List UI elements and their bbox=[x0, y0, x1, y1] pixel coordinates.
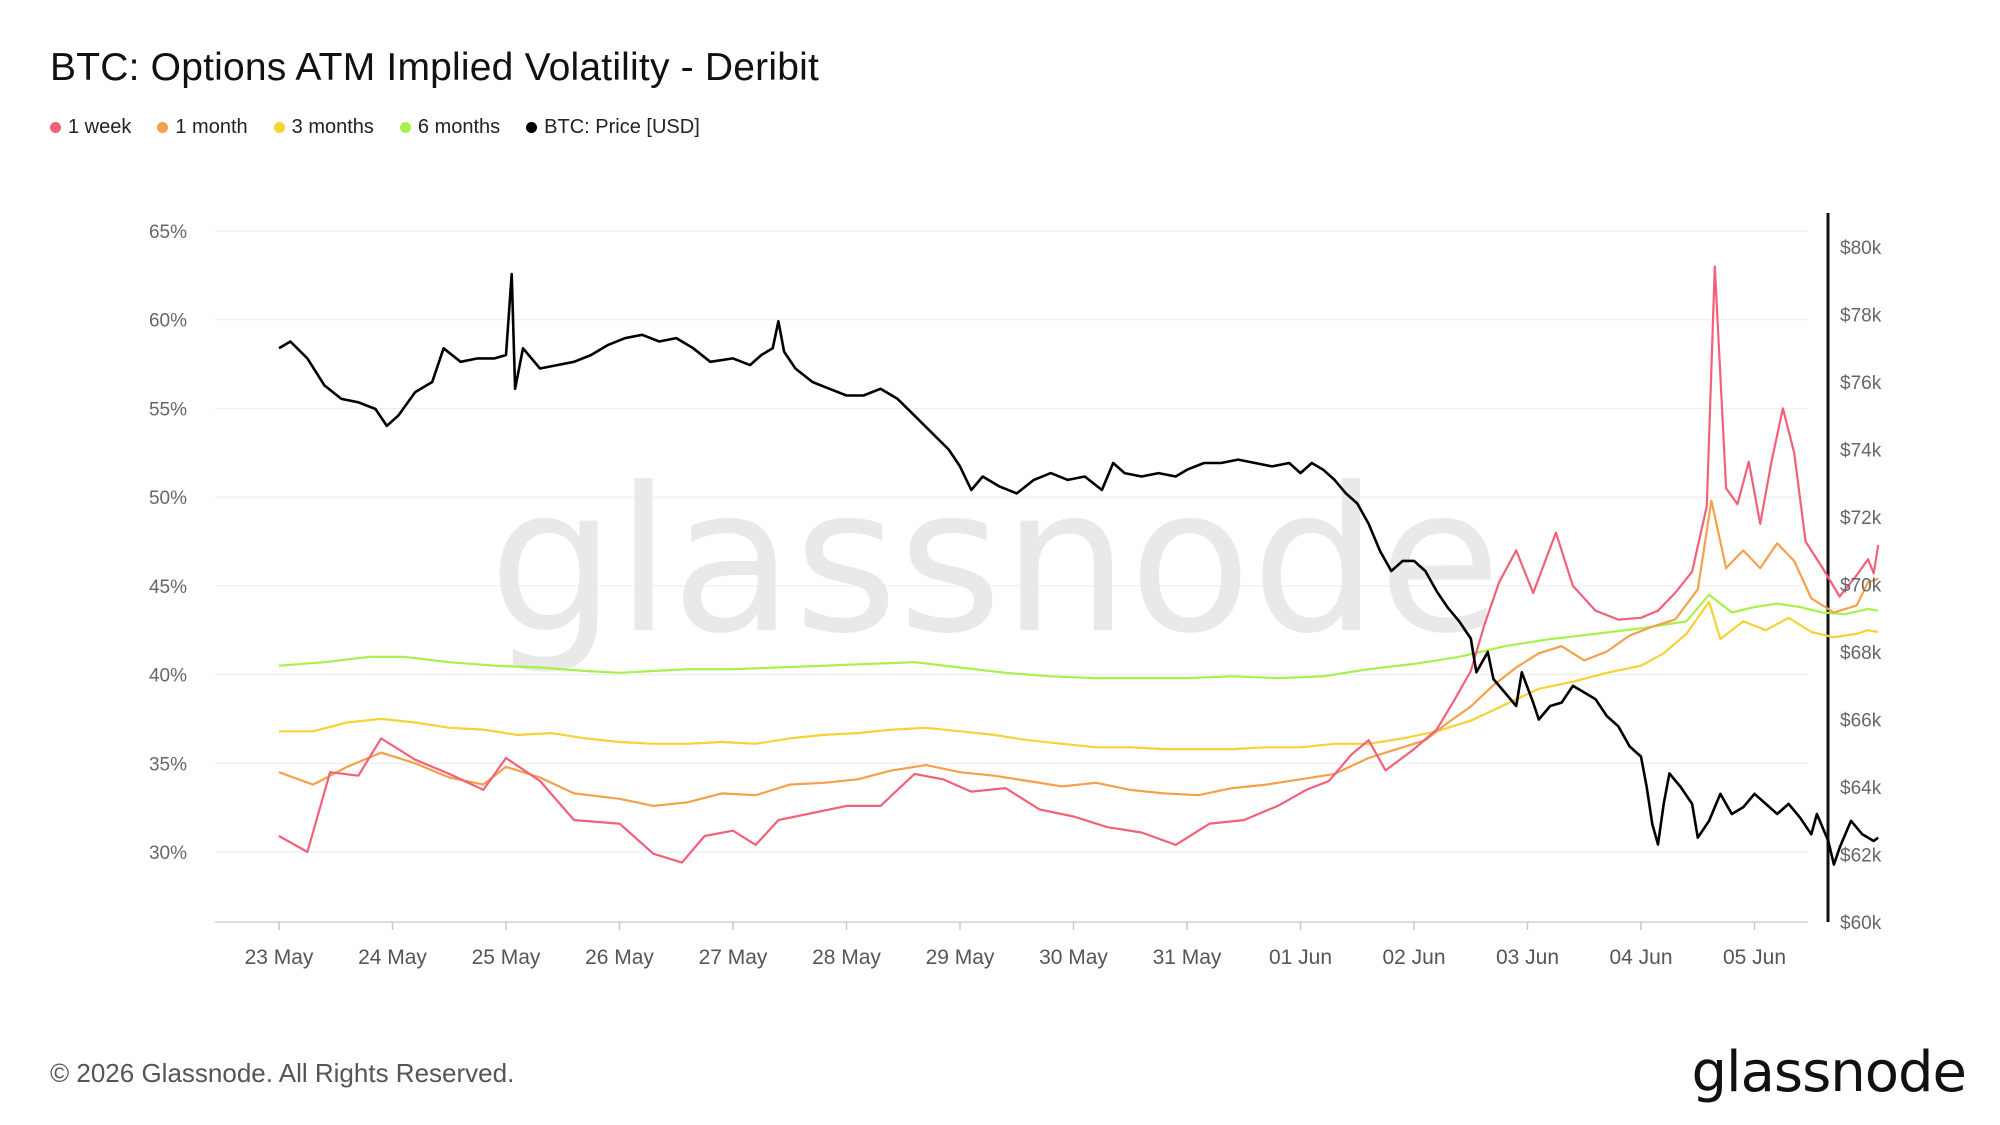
x-tick-label: 01 Jun bbox=[1269, 946, 1332, 969]
x-tick-label: 04 Jun bbox=[1609, 946, 1672, 969]
x-tick-label: 29 May bbox=[926, 946, 995, 969]
y-left-tick-label: 45% bbox=[149, 577, 187, 598]
x-tick-label: 05 Jun bbox=[1723, 946, 1786, 969]
legend-item-3-months[interactable]: 3 months bbox=[273, 116, 374, 139]
y-right-tick-label: $68k bbox=[1840, 643, 1882, 664]
x-tick-label: 02 Jun bbox=[1382, 946, 1445, 969]
legend: 1 week 1 month 3 months 6 months BTC: Pr… bbox=[50, 116, 700, 139]
x-tick-label: 03 Jun bbox=[1496, 946, 1559, 969]
legend-item-1-week[interactable]: 1 week bbox=[50, 116, 131, 139]
chart-title: BTC: Options ATM Implied Volatility - De… bbox=[50, 46, 820, 89]
legend-label: 3 months bbox=[291, 116, 374, 138]
y-left-tick-label: 40% bbox=[149, 666, 187, 687]
y-right-tick-label: $60k bbox=[1840, 913, 1882, 934]
y-right-tick-label: $64k bbox=[1840, 778, 1882, 799]
copyright-footer: © 2026 Glassnode. All Rights Reserved. bbox=[50, 1058, 515, 1088]
tick-labels: 23 May 24 May 25 May 26 May 27 May 28 May 29 M… bbox=[149, 222, 1882, 969]
y-left-tick-label: 35% bbox=[149, 754, 187, 775]
grid-lines bbox=[215, 230, 1808, 853]
y-left-tick-label: 60% bbox=[149, 311, 187, 332]
y-right-tick-label: $66k bbox=[1840, 711, 1882, 732]
x-tick-label: 30 May bbox=[1039, 946, 1108, 969]
x-tick-label: 27 May bbox=[699, 946, 768, 969]
legend-item-6-months[interactable]: 6 months bbox=[399, 116, 501, 139]
y-left-tick-label: 65% bbox=[149, 222, 187, 243]
legend-swatch bbox=[526, 122, 538, 133]
y-left-tick-label: 50% bbox=[149, 488, 187, 509]
legend-label: 1 week bbox=[68, 116, 132, 138]
legend-label: BTC: Price [USD] bbox=[544, 116, 700, 138]
y-right-tick-label: $80k bbox=[1840, 238, 1882, 259]
legend-swatch bbox=[273, 122, 285, 133]
legend-item-btc-price[interactable]: BTC: Price [USD] bbox=[526, 116, 700, 139]
x-tick-label: 31 May bbox=[1153, 946, 1222, 969]
legend-swatch bbox=[50, 122, 61, 133]
x-tick-label: 26 May bbox=[585, 946, 654, 969]
series-line-1-month[interactable] bbox=[278, 499, 1879, 807]
legend-item-1-month[interactable]: 1 month bbox=[157, 116, 248, 139]
series-lines bbox=[278, 265, 1880, 866]
y-right-tick-label: $62k bbox=[1840, 846, 1882, 867]
x-tick-label: 25 May bbox=[472, 946, 541, 969]
x-tick-label: 23 May bbox=[245, 946, 314, 969]
y-right-tick-label: $70k bbox=[1840, 576, 1882, 597]
y-right-tick-label: $74k bbox=[1840, 441, 1882, 462]
y-right-tick-label: $76k bbox=[1840, 373, 1882, 394]
legend-label: 6 months bbox=[417, 116, 501, 138]
y-right-tick-label: $78k bbox=[1840, 306, 1882, 327]
brand-logo[interactable]: glassnode bbox=[1691, 1040, 1967, 1105]
y-left-tick-label: 30% bbox=[149, 843, 187, 864]
legend-swatch bbox=[157, 122, 169, 133]
series-line-6-months[interactable] bbox=[278, 593, 1879, 680]
legend-label: 1 month bbox=[175, 116, 248, 138]
watermark: glassnode bbox=[489, 445, 1502, 678]
legend-swatch bbox=[399, 122, 411, 133]
y-left-tick-label: 55% bbox=[149, 399, 187, 420]
series-line-1-week[interactable] bbox=[278, 265, 1880, 864]
series-line-btc-price-usd[interactable] bbox=[278, 272, 1879, 866]
series-line-3-months[interactable] bbox=[279, 600, 1879, 751]
axes bbox=[215, 213, 1830, 923]
x-tick-label: 28 May bbox=[812, 946, 881, 969]
y-right-tick-label: $72k bbox=[1840, 508, 1882, 529]
x-tick-label: 24 May bbox=[358, 946, 427, 969]
